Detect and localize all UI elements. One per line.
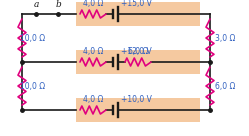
Text: +12,0 V: +12,0 V [121,47,152,56]
Text: 4,0 Ω: 4,0 Ω [83,95,103,104]
Text: a: a [33,0,39,9]
Text: +15,0 V: +15,0 V [121,0,152,8]
Bar [76,98,200,122]
Bar [76,50,200,74]
Text: 4,0 Ω: 4,0 Ω [83,47,103,56]
Text: b: b [55,0,61,9]
Text: 6,0 Ω: 6,0 Ω [128,47,148,56]
Text: 3,0 Ω: 3,0 Ω [215,33,235,42]
Bar [76,2,200,26]
Text: 10,0 Ω: 10,0 Ω [20,33,45,42]
Text: 10,0 Ω: 10,0 Ω [20,81,45,90]
Text: 6,0 Ω: 6,0 Ω [215,81,235,90]
Text: +10,0 V: +10,0 V [121,95,152,104]
Text: 4,0 Ω: 4,0 Ω [83,0,103,8]
